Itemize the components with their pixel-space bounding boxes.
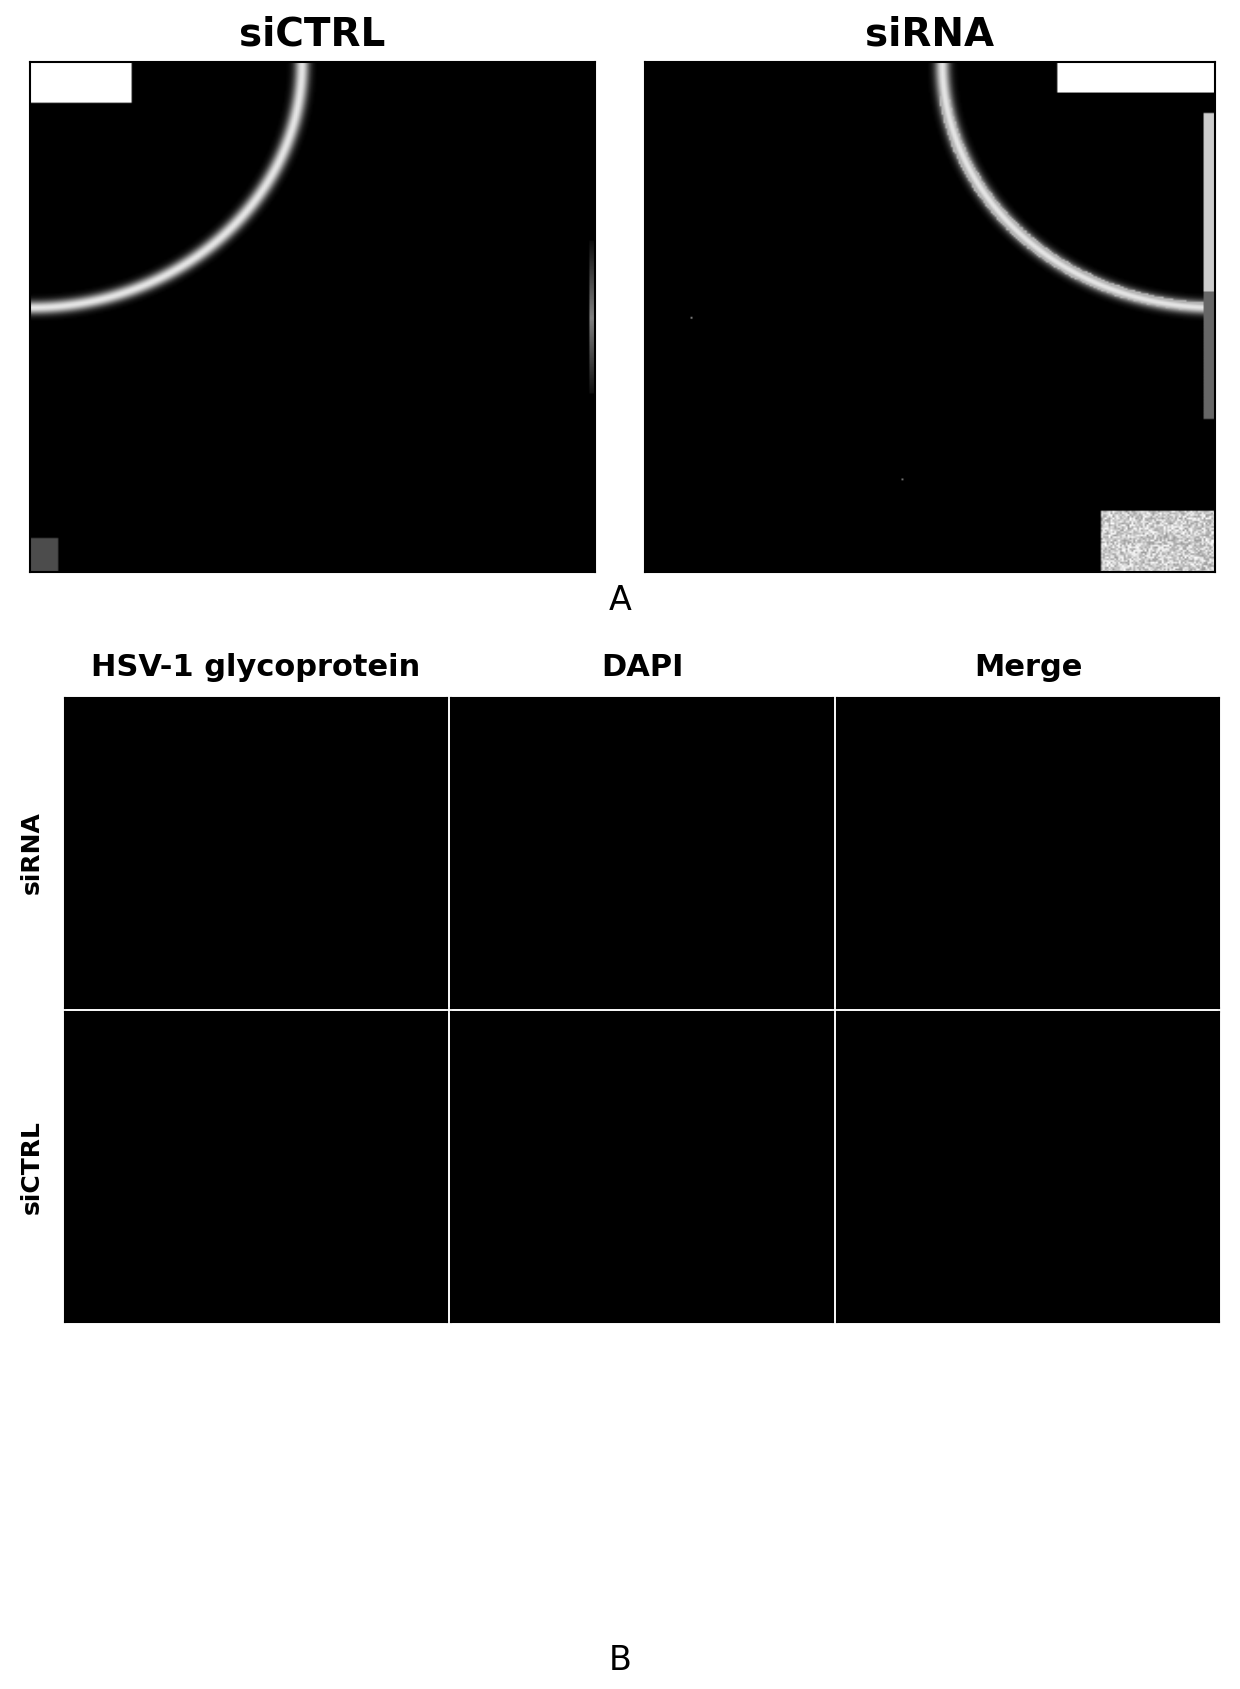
Text: siRNA: siRNA — [866, 15, 994, 54]
Text: HSV-1 glycoprotein: HSV-1 glycoprotein — [92, 654, 420, 682]
Text: B: B — [609, 1643, 631, 1677]
Text: siRNA: siRNA — [20, 811, 43, 895]
Text: DAPI: DAPI — [600, 654, 683, 682]
Text: Merge: Merge — [973, 654, 1083, 682]
Text: siCTRL: siCTRL — [239, 15, 386, 54]
Text: siCTRL: siCTRL — [20, 1120, 43, 1214]
Text: A: A — [609, 583, 631, 616]
